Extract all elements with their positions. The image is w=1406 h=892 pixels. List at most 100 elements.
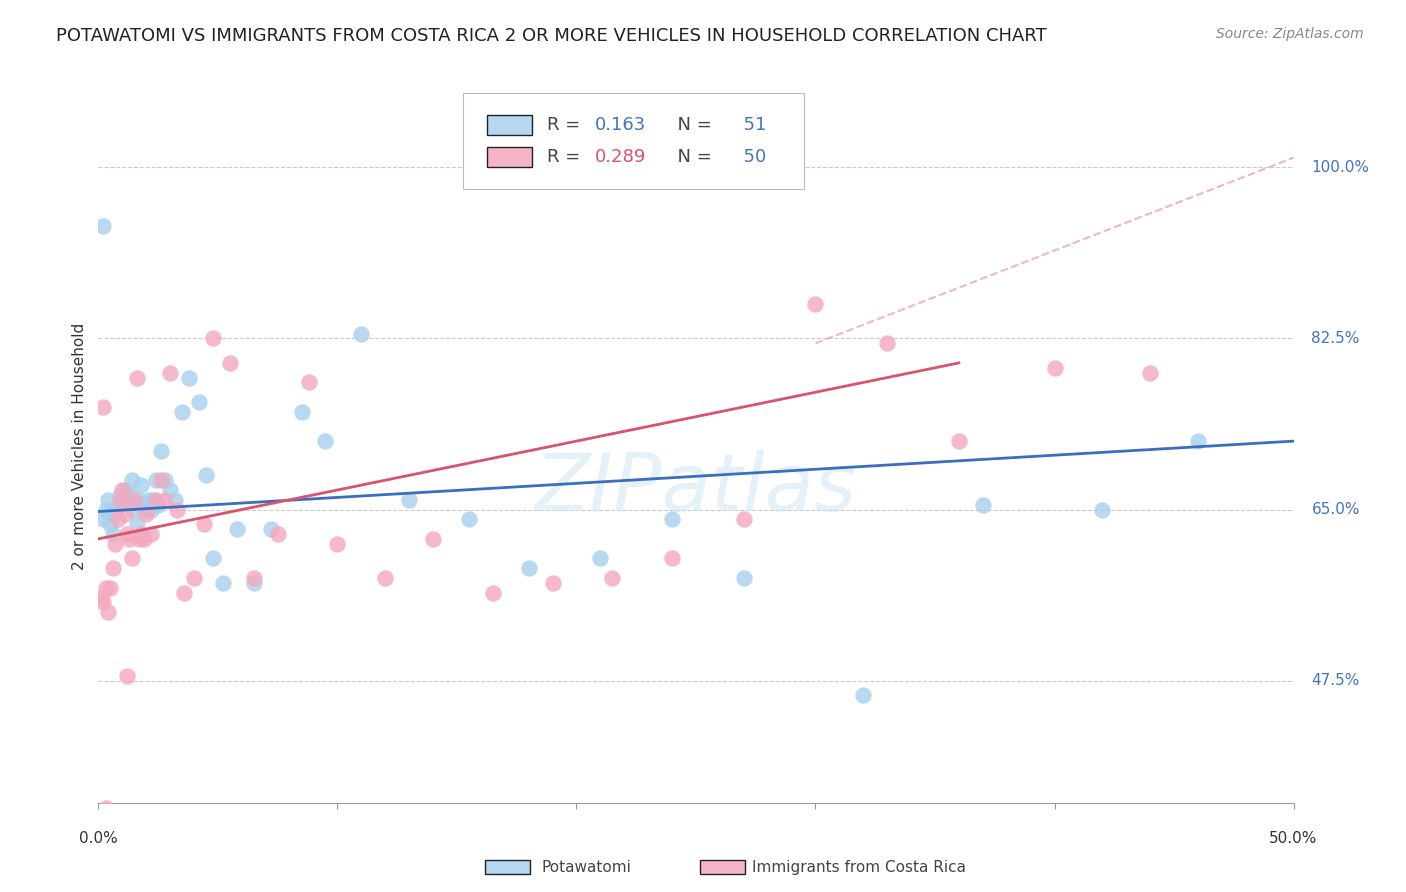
FancyBboxPatch shape xyxy=(486,115,533,135)
Point xyxy=(108,488,131,502)
Point xyxy=(135,498,157,512)
Point xyxy=(183,571,205,585)
Text: ZIPatlas: ZIPatlas xyxy=(534,450,858,528)
Point xyxy=(91,595,114,609)
Point xyxy=(114,508,136,522)
Point xyxy=(142,492,165,507)
Point xyxy=(600,571,623,585)
Point xyxy=(243,575,266,590)
Point xyxy=(290,405,312,419)
Point xyxy=(876,336,898,351)
Text: 82.5%: 82.5% xyxy=(1312,331,1360,346)
Point xyxy=(243,571,266,585)
Point xyxy=(173,585,195,599)
Point xyxy=(259,522,281,536)
Point xyxy=(194,468,217,483)
Point xyxy=(131,527,153,541)
Point xyxy=(97,605,120,619)
Point xyxy=(131,478,153,492)
Point xyxy=(139,527,162,541)
Text: 51: 51 xyxy=(733,116,766,134)
Point xyxy=(128,532,150,546)
Point xyxy=(114,483,136,497)
Point xyxy=(972,498,994,512)
Point xyxy=(121,551,143,566)
Point xyxy=(298,376,321,390)
Point xyxy=(267,527,290,541)
Point xyxy=(172,405,194,419)
Point xyxy=(128,492,150,507)
Point xyxy=(155,473,177,487)
FancyBboxPatch shape xyxy=(486,147,533,167)
Point xyxy=(125,517,148,532)
Text: 0.289: 0.289 xyxy=(595,148,645,166)
Point xyxy=(948,434,970,449)
Point xyxy=(121,473,143,487)
Point xyxy=(226,522,249,536)
Point xyxy=(326,537,349,551)
Point xyxy=(219,356,242,370)
Point xyxy=(852,688,875,702)
Point xyxy=(104,537,127,551)
Point xyxy=(1139,366,1161,380)
Point xyxy=(107,498,129,512)
Point xyxy=(458,512,481,526)
Point xyxy=(589,551,612,566)
Point xyxy=(733,571,755,585)
Point xyxy=(661,551,683,566)
Point xyxy=(733,512,755,526)
Point xyxy=(124,502,146,516)
Point xyxy=(541,575,564,590)
Y-axis label: 2 or more Vehicles in Household: 2 or more Vehicles in Household xyxy=(72,322,87,570)
Point xyxy=(97,492,120,507)
Point xyxy=(104,508,127,522)
Text: 100.0%: 100.0% xyxy=(1312,160,1369,175)
Point xyxy=(101,561,124,575)
Point xyxy=(124,492,146,507)
Point xyxy=(315,434,337,449)
Point xyxy=(1187,434,1209,449)
Point xyxy=(94,800,117,814)
Point xyxy=(94,502,117,516)
Point xyxy=(517,561,540,575)
Point xyxy=(115,669,138,683)
Text: N =: N = xyxy=(666,148,717,166)
Point xyxy=(398,492,420,507)
Point xyxy=(118,488,141,502)
Point xyxy=(1043,360,1066,375)
Point xyxy=(193,517,215,532)
Text: 50.0%: 50.0% xyxy=(1270,831,1317,847)
Point xyxy=(91,512,114,526)
Point xyxy=(149,473,172,487)
Text: R =: R = xyxy=(547,116,585,134)
Text: R =: R = xyxy=(547,148,585,166)
Point xyxy=(118,532,141,546)
Point xyxy=(202,551,225,566)
Point xyxy=(98,581,122,595)
Point xyxy=(125,370,148,384)
Point xyxy=(187,395,209,409)
Text: N =: N = xyxy=(666,116,717,134)
Point xyxy=(179,370,201,384)
Point xyxy=(101,527,124,541)
Point xyxy=(91,400,114,414)
Point xyxy=(155,492,177,507)
Point xyxy=(138,492,160,507)
Text: Immigrants from Costa Rica: Immigrants from Costa Rica xyxy=(752,860,966,874)
Point xyxy=(148,498,170,512)
Text: 0.163: 0.163 xyxy=(595,116,645,134)
Point xyxy=(115,492,138,507)
Point xyxy=(94,581,117,595)
Point xyxy=(115,527,138,541)
Point xyxy=(111,492,134,507)
Point xyxy=(159,366,181,380)
Point xyxy=(111,483,134,497)
Text: POTAWATOMI VS IMMIGRANTS FROM COSTA RICA 2 OR MORE VEHICLES IN HOUSEHOLD CORRELA: POTAWATOMI VS IMMIGRANTS FROM COSTA RICA… xyxy=(56,27,1047,45)
Point xyxy=(145,473,167,487)
Point xyxy=(166,502,188,516)
FancyBboxPatch shape xyxy=(463,93,804,189)
Point xyxy=(422,532,444,546)
Point xyxy=(661,512,683,526)
Point xyxy=(132,532,155,546)
Point xyxy=(481,585,505,599)
